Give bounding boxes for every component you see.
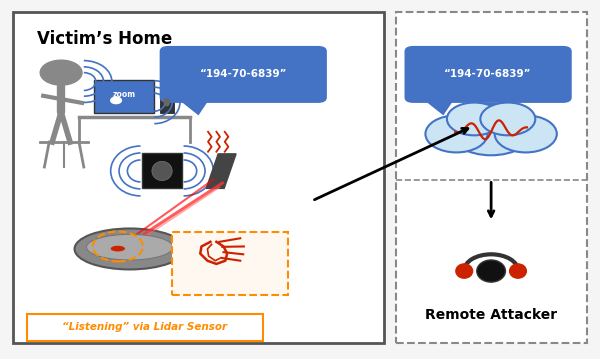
FancyBboxPatch shape bbox=[160, 92, 174, 112]
Ellipse shape bbox=[509, 264, 526, 278]
FancyBboxPatch shape bbox=[404, 46, 572, 103]
Circle shape bbox=[481, 103, 535, 135]
Ellipse shape bbox=[164, 98, 170, 107]
Ellipse shape bbox=[477, 260, 505, 282]
FancyBboxPatch shape bbox=[13, 12, 383, 343]
Ellipse shape bbox=[74, 228, 185, 270]
FancyBboxPatch shape bbox=[395, 12, 587, 343]
Text: Remote Attacker: Remote Attacker bbox=[425, 308, 557, 322]
Text: zoom: zoom bbox=[112, 89, 136, 98]
Polygon shape bbox=[176, 98, 211, 115]
Circle shape bbox=[110, 97, 121, 104]
FancyBboxPatch shape bbox=[94, 80, 154, 112]
Circle shape bbox=[425, 115, 488, 153]
Ellipse shape bbox=[86, 234, 173, 260]
FancyBboxPatch shape bbox=[160, 46, 327, 103]
Text: “194-70-6839”: “194-70-6839” bbox=[200, 69, 287, 79]
Ellipse shape bbox=[79, 249, 89, 259]
Text: Victim’s Home: Victim’s Home bbox=[37, 30, 172, 48]
Circle shape bbox=[448, 104, 534, 155]
Text: “Listening” via Lidar Sensor: “Listening” via Lidar Sensor bbox=[62, 322, 227, 332]
FancyBboxPatch shape bbox=[27, 314, 263, 341]
Circle shape bbox=[447, 103, 502, 135]
Text: “194-70-6839”: “194-70-6839” bbox=[445, 69, 532, 79]
Polygon shape bbox=[421, 98, 455, 115]
Polygon shape bbox=[206, 154, 236, 188]
Ellipse shape bbox=[456, 264, 473, 278]
FancyBboxPatch shape bbox=[142, 154, 182, 188]
FancyBboxPatch shape bbox=[172, 232, 288, 295]
Circle shape bbox=[40, 60, 82, 85]
Circle shape bbox=[494, 115, 557, 153]
Ellipse shape bbox=[175, 249, 184, 259]
Ellipse shape bbox=[110, 246, 125, 251]
Ellipse shape bbox=[152, 161, 172, 181]
